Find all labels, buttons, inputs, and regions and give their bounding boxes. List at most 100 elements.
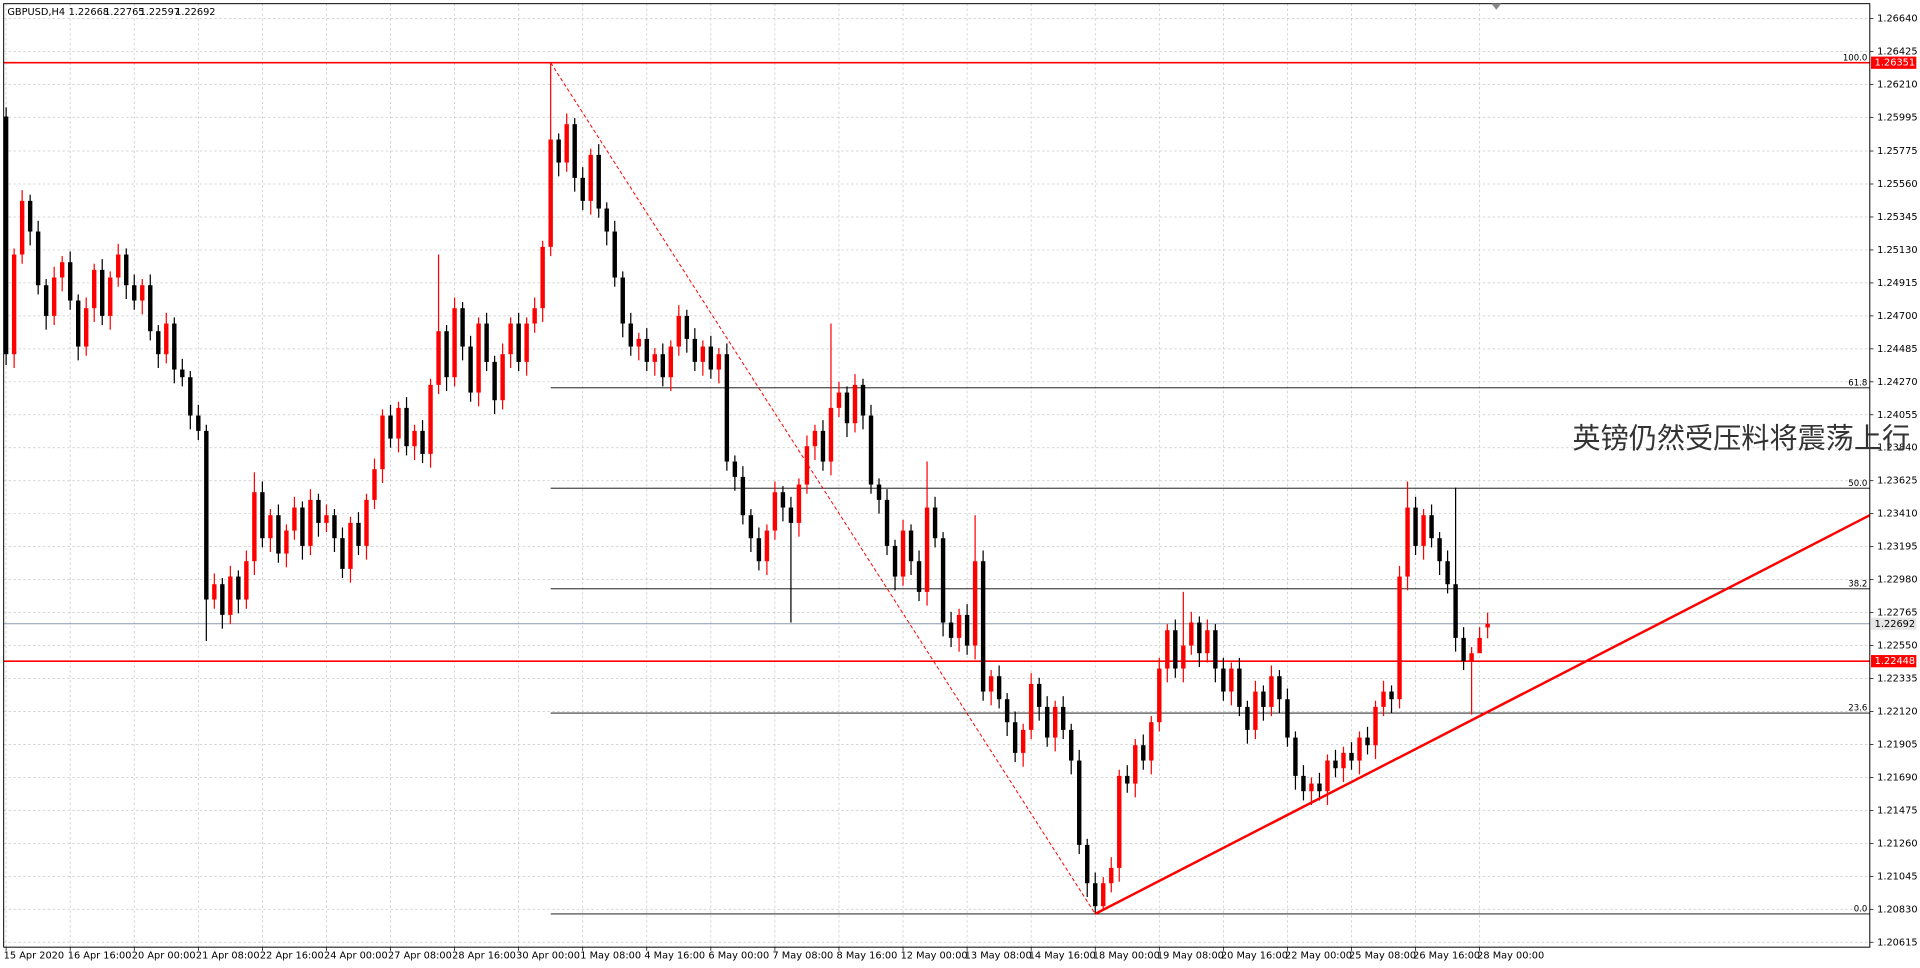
candle-body [1213, 630, 1218, 669]
candle-body [756, 538, 762, 562]
y-tick-label: 1.24915 [1877, 278, 1917, 289]
candle-body [1301, 775, 1306, 792]
candle-body [468, 346, 473, 393]
candle-body [268, 515, 273, 539]
candle-body [980, 561, 986, 692]
candle-body [676, 315, 682, 347]
candle-body [772, 492, 778, 531]
candle-body [700, 346, 706, 362]
candle-body [1044, 706, 1050, 738]
candle-body [196, 415, 201, 431]
candle-body [516, 323, 521, 362]
y-tick-label: 1.21260 [1877, 838, 1917, 849]
candle-body [412, 430, 417, 447]
candle-body [1060, 706, 1066, 730]
candle-body [844, 392, 850, 424]
candle-body [244, 561, 249, 600]
candle-body [380, 415, 385, 470]
candle-body [292, 507, 297, 531]
y-tick-label: 1.26425 [1877, 46, 1917, 57]
marks: 100.0 61.8 50.0 38.2 23.6 0.0 [3, 53, 1871, 915]
candle-body [1453, 584, 1458, 638]
candle-body [1085, 844, 1090, 884]
candle-body [1437, 538, 1442, 562]
candle-body [804, 446, 810, 485]
candle-body [1381, 691, 1386, 707]
annotation: 英镑仍然受压料将震荡上行 [1572, 422, 1910, 455]
candle-body [1445, 561, 1450, 585]
candle-body [716, 354, 722, 370]
candle-body [892, 545, 898, 577]
candle-body [1325, 760, 1330, 792]
x-tick-label: 18 May 00:00 [1093, 951, 1160, 962]
candle-body [1357, 737, 1362, 761]
x-tick-label: 27 Apr 08:00 [388, 951, 452, 962]
y-tick-label: 1.26640 [1877, 13, 1917, 24]
candle-body [1125, 775, 1130, 784]
candle-body [204, 430, 209, 600]
candle-body [1421, 515, 1426, 546]
candle-body [1165, 630, 1170, 669]
candle-body [59, 262, 65, 278]
candle-body [428, 384, 433, 454]
candle-body [540, 246, 545, 309]
candle-body [820, 430, 826, 462]
candle-body [140, 285, 145, 301]
candle-body [1469, 653, 1474, 661]
candle-body [652, 354, 657, 362]
candle-body [964, 614, 970, 646]
candle-body [972, 561, 978, 646]
candle-body [51, 277, 57, 316]
y-tick-label: 1.22550 [1877, 641, 1917, 652]
candle-body [812, 430, 818, 447]
candle-body [3, 116, 9, 355]
candle-body [492, 361, 497, 401]
x-tick-label: 28 Apr 16:00 [452, 951, 516, 962]
candle-body [1365, 737, 1370, 746]
candle-body [884, 499, 890, 546]
candle-body [580, 177, 585, 201]
candle-body [1269, 676, 1274, 707]
x-tick-label: 19 May 08:00 [1157, 951, 1224, 962]
x-tick-label: 30 Apr 00:00 [516, 951, 580, 962]
y-tick-label: 1.26210 [1877, 79, 1917, 90]
candle-body [300, 507, 305, 546]
candle-body [1253, 691, 1258, 730]
x-tick-label: 12 May 00:00 [901, 951, 968, 962]
fib-level-label: 23.6 [1848, 704, 1867, 714]
fib-level-label: 38.2 [1848, 579, 1867, 589]
candle-body [564, 124, 569, 163]
fib-level-label: 0.0 [1854, 904, 1868, 914]
price-label-box [1871, 655, 1917, 668]
candle-body [908, 530, 914, 562]
candle-body [132, 285, 137, 301]
candle-body [1429, 515, 1434, 539]
candle-body [732, 461, 738, 477]
y-tick-label: 1.24700 [1877, 311, 1917, 322]
candle-body [916, 561, 922, 592]
candle-body [628, 323, 633, 347]
candle-body [572, 124, 577, 178]
candle-body [796, 484, 802, 523]
candle-body [388, 415, 393, 439]
candle-body [724, 354, 730, 462]
y-tick-label: 1.23410 [1877, 509, 1917, 520]
candle-body [1133, 745, 1138, 784]
candle-body [1245, 706, 1250, 730]
plot-frame [3, 3, 1871, 948]
candle-body [1052, 706, 1058, 738]
candle-body [67, 262, 73, 301]
candle-body [11, 254, 17, 355]
y-tick-label: 1.20615 [1877, 937, 1917, 948]
candle-body [612, 231, 617, 278]
candle-body [236, 576, 241, 600]
candle-body [1020, 729, 1026, 753]
candle-body [1197, 622, 1202, 654]
candle-body [1173, 630, 1178, 669]
candle-body [932, 507, 938, 539]
x-tick-label: 25 May 08:00 [1349, 951, 1416, 962]
candle-body [828, 407, 834, 462]
candle-body [596, 154, 601, 209]
y-tick-label: 1.22980 [1877, 575, 1917, 586]
candle-body [692, 338, 698, 362]
